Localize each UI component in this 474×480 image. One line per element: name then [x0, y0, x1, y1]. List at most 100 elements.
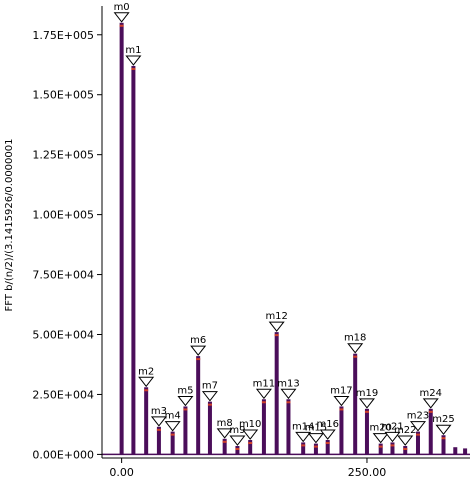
- axes-layer: [101, 6, 470, 459]
- marker-triangle: [255, 388, 272, 400]
- marker-label: m10: [239, 419, 261, 430]
- peak-bar: [235, 446, 240, 455]
- marker-triangle: [372, 433, 389, 444]
- peak-marker: m4: [164, 411, 181, 432]
- marker-triangle: [435, 424, 452, 436]
- peak-bar: [196, 356, 201, 455]
- peak-accent: [390, 444, 395, 447]
- minor-bar: [453, 447, 458, 455]
- marker-label: m20: [369, 423, 391, 434]
- peak-bar: [301, 442, 306, 455]
- peak-marker: m5: [177, 385, 193, 407]
- peak-accent: [119, 24, 124, 27]
- peak-bar: [248, 440, 253, 455]
- peak-bar: [156, 426, 161, 455]
- marker-triangle: [295, 431, 312, 443]
- marker-triangle: [384, 431, 401, 443]
- marker-label: m24: [420, 388, 442, 399]
- x-tick-label: 250.00: [348, 466, 387, 479]
- peak-marker: m13: [277, 378, 300, 400]
- peak-marker: m17: [330, 385, 353, 407]
- marker-triangle: [164, 421, 181, 432]
- y-tick-label: 1.25E+005: [32, 149, 94, 162]
- marker-triangle: [307, 433, 324, 444]
- peak-marker: m20: [369, 423, 392, 444]
- peak-bar: [364, 408, 369, 455]
- marker-label: m15: [305, 423, 327, 434]
- marker-label: m5: [177, 385, 193, 396]
- peak-marker: m24: [420, 388, 442, 409]
- peak-accent: [261, 401, 266, 404]
- peak-marker: m19: [356, 388, 378, 409]
- marker-label: m11: [253, 378, 275, 389]
- y-tick-label: 0.00E+000: [32, 448, 94, 461]
- marker-triangle: [347, 343, 364, 354]
- peak-accent: [274, 334, 279, 337]
- marker-triangle: [190, 345, 207, 356]
- peak-marker: m1: [125, 45, 142, 66]
- marker-triangle: [397, 435, 414, 446]
- marker-triangle: [201, 391, 218, 402]
- marker-triangle: [125, 55, 142, 66]
- peak-accent: [339, 408, 344, 411]
- peak-marker: m8: [217, 418, 233, 439]
- marker-label: m14: [292, 421, 314, 432]
- marker-triangle: [280, 388, 297, 400]
- peak-bar: [170, 431, 175, 455]
- peak-bar: [390, 442, 395, 455]
- peak-marker: m12: [265, 311, 288, 332]
- marker-label: m9: [229, 425, 245, 436]
- peak-bar: [313, 443, 318, 455]
- y-axis-title: FFT b/(n/2)/(3.1415926/0.0000001: [4, 139, 15, 312]
- peak-marker: m22: [394, 425, 416, 446]
- marker-label: m16: [316, 419, 338, 430]
- marker-label: m8: [217, 418, 233, 429]
- y-tick-label: 1.75E+005: [32, 29, 94, 42]
- marker-triangle: [358, 398, 375, 409]
- marker-label: m3: [151, 406, 167, 417]
- peak-accent: [325, 442, 330, 445]
- peak-accent: [156, 428, 161, 431]
- peak-accent: [364, 410, 369, 413]
- peak-bar: [339, 406, 344, 455]
- marker-label: m18: [344, 333, 366, 344]
- peak-accent: [170, 433, 175, 436]
- marker-label: m1: [125, 45, 141, 56]
- marker-triangle: [150, 416, 167, 427]
- peak-marker: m11: [253, 378, 275, 400]
- peak-bar: [403, 446, 408, 455]
- peak-accent: [378, 445, 383, 448]
- peak-marker: m3: [150, 406, 167, 427]
- marker-triangle: [333, 395, 350, 407]
- marker-triangle: [138, 376, 155, 388]
- peak-bar: [144, 387, 149, 455]
- peak-bar: [131, 65, 136, 455]
- peak-accent: [403, 448, 408, 451]
- y-tick-label: 1.50E+005: [32, 89, 94, 102]
- peak-accent: [222, 440, 227, 443]
- peak-accent: [441, 437, 446, 440]
- marker-label: m2: [138, 366, 154, 377]
- peak-marker: m14: [292, 421, 314, 443]
- peak-accent: [286, 401, 291, 404]
- peak-accent: [207, 403, 212, 406]
- peak-bar: [325, 440, 330, 455]
- y-tick-label: 5.00E+004: [32, 329, 94, 342]
- marker-triangle: [113, 12, 130, 23]
- peak-marker: m16: [316, 419, 339, 440]
- peak-marker: m2: [138, 366, 155, 388]
- marker-label: m21: [381, 421, 403, 432]
- peak-bar: [286, 399, 291, 455]
- marker-triangle: [268, 321, 285, 332]
- y-tick-label: 2.50E+004: [32, 388, 94, 401]
- marker-triangle: [229, 435, 246, 446]
- peak-bar: [261, 399, 266, 455]
- peak-bar: [441, 435, 446, 455]
- marker-label: m25: [432, 414, 454, 425]
- marker-label: m19: [356, 388, 378, 399]
- peak-marker: m15: [305, 423, 327, 444]
- peak-marker: m6: [190, 335, 207, 356]
- peak-bar: [119, 22, 124, 455]
- marker-label: m12: [265, 311, 287, 322]
- peak-bar: [415, 431, 420, 455]
